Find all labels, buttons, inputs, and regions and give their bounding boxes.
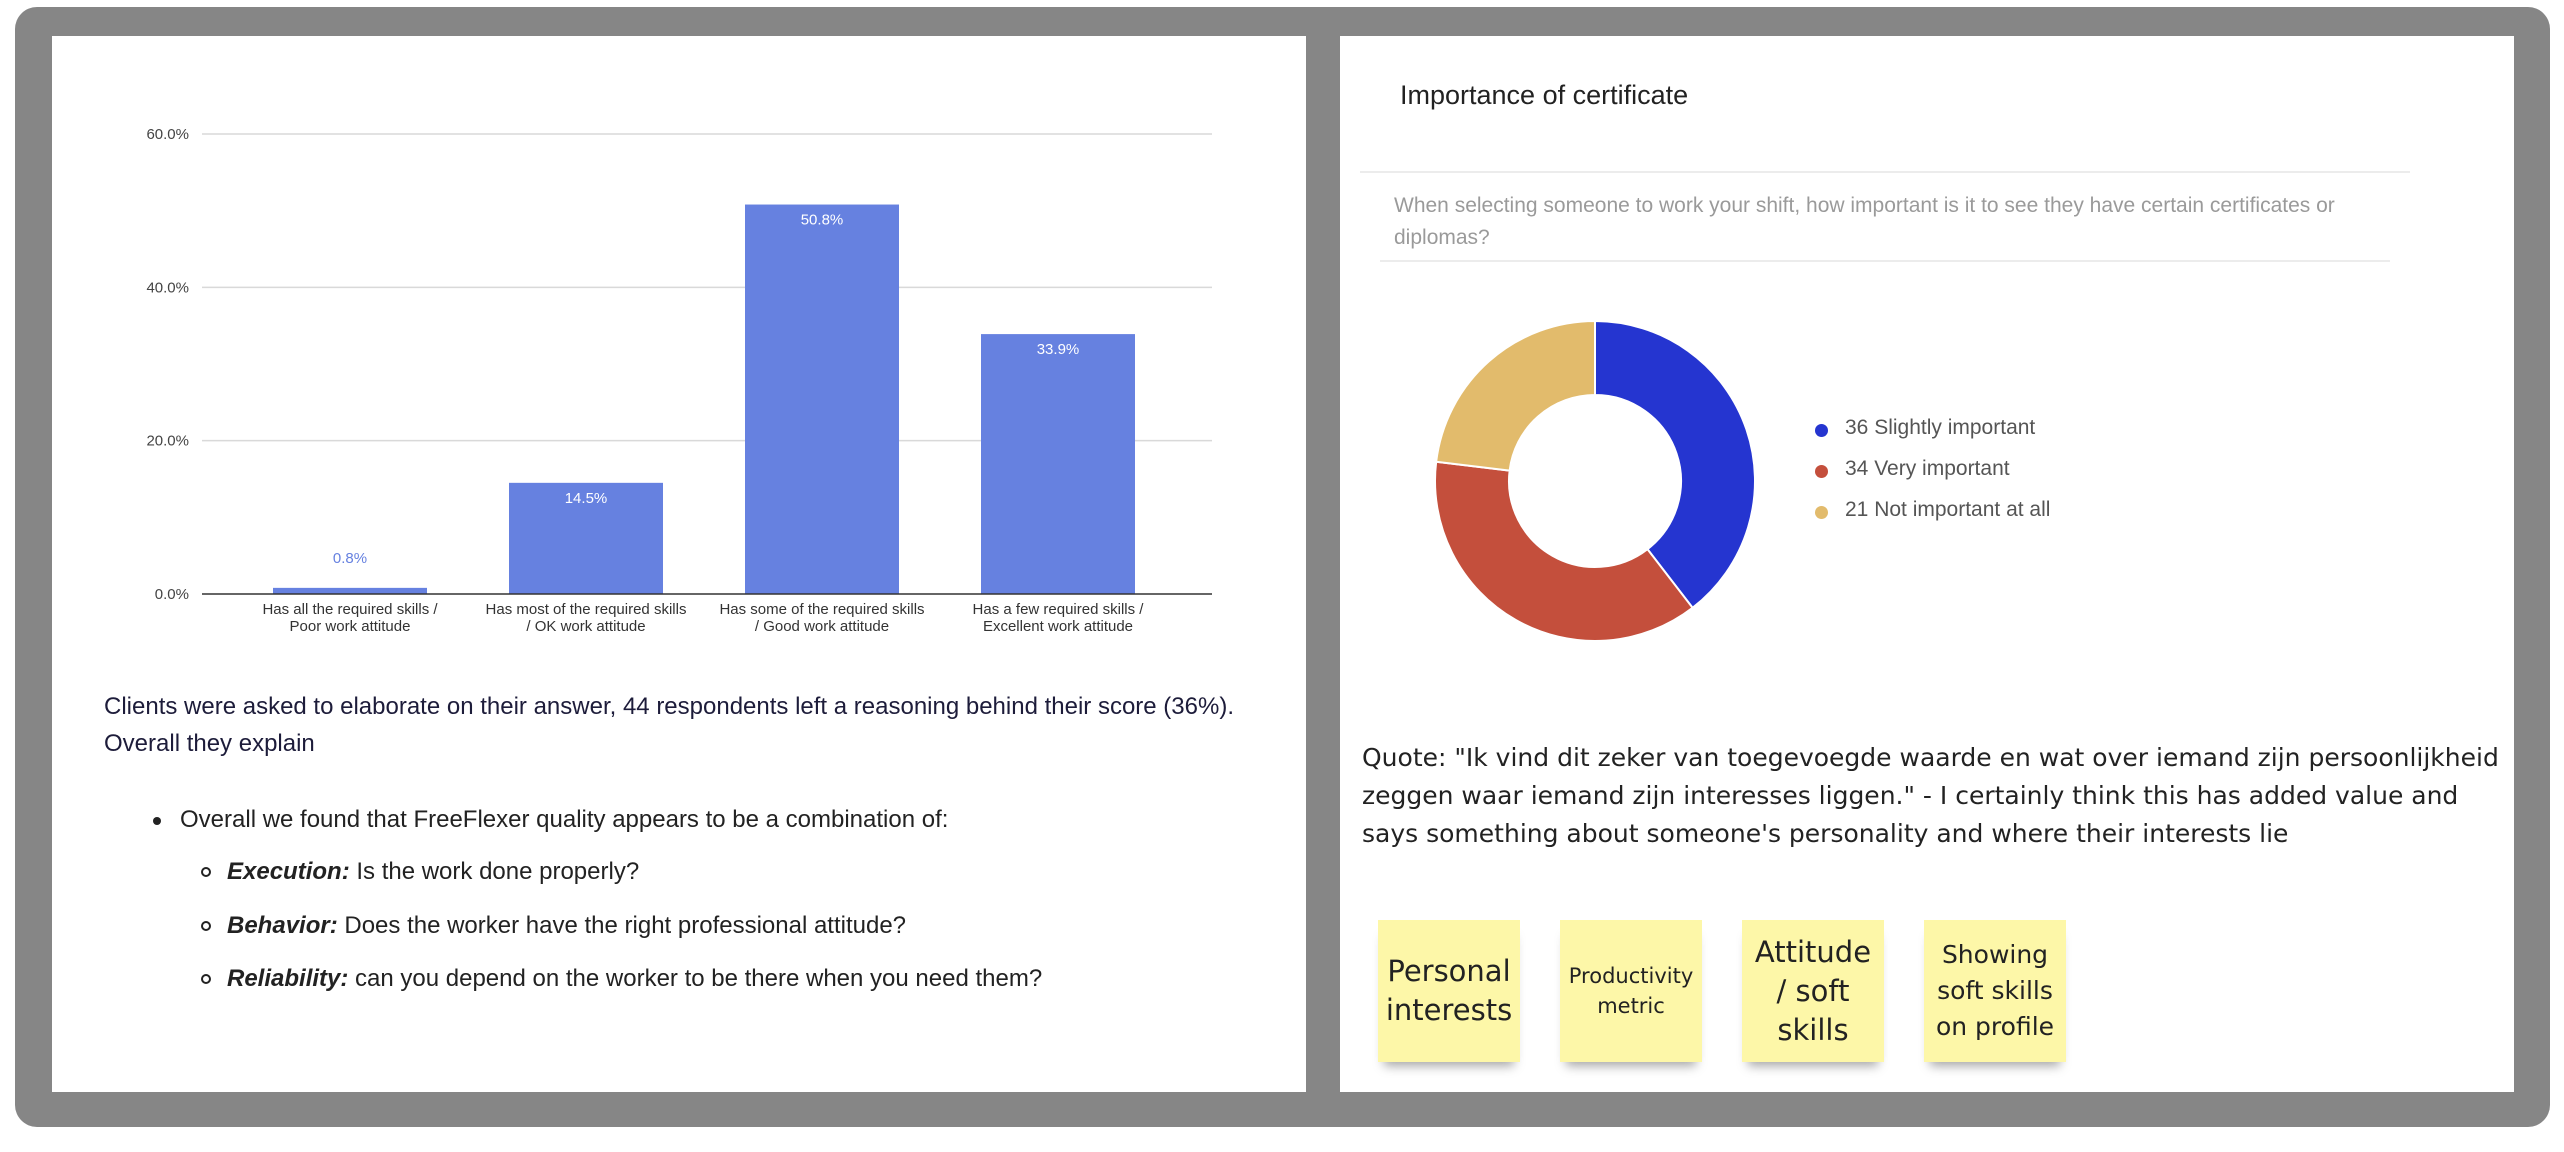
sticky-note-text: Showing soft skills on profile bbox=[1935, 940, 2055, 1041]
sub-bullet-term: Reliability: bbox=[227, 965, 349, 992]
bar bbox=[981, 334, 1135, 594]
sub-bullet-behavior: Behavior: Does the worker have the right… bbox=[200, 912, 907, 940]
pie-slice bbox=[1434, 460, 1694, 642]
legend-label: 21 Not important at all bbox=[1845, 498, 2051, 521]
bar bbox=[273, 587, 427, 594]
sub-bullet-reliability: Reliability: can you depend on the worke… bbox=[200, 965, 1043, 993]
sub-bullet-text: Does the worker have the right professio… bbox=[337, 912, 907, 939]
x-tick-label: Has most of the required skills bbox=[486, 601, 687, 618]
quote-text: Quote: "Ik vind dit zeker van toegevoegd… bbox=[1362, 743, 2499, 848]
divider bbox=[1360, 171, 2410, 173]
bar-chart: 0.0% 20.0% 40.0% 60.0% 0.8% Has all the requi… bbox=[146, 126, 1212, 635]
bullet-main: Overall we found that FreeFlexer quality… bbox=[152, 806, 949, 833]
sub-bullet-execution: Execution: Is the work done properly? bbox=[200, 858, 640, 886]
legend-item: 21 Not important at all bbox=[1815, 498, 2050, 539]
data-label: 0.8% bbox=[333, 550, 367, 567]
sticky-note-showing-soft-skills: Showing soft skills on profile bbox=[1924, 920, 2066, 1062]
x-tick-label: Has a few required skills / bbox=[973, 601, 1145, 618]
sticky-note-attitude-soft-skills: Attitude / soft skills bbox=[1742, 920, 1884, 1062]
x-tick-label: Has all the required skills / bbox=[262, 601, 438, 618]
x-tick-label: Excellent work attitude bbox=[983, 618, 1133, 635]
legend-swatch bbox=[1815, 506, 1828, 519]
bar bbox=[745, 204, 899, 595]
x-tick-label: Poor work attitude bbox=[290, 618, 411, 635]
legend-item: 36 Slightly important bbox=[1815, 416, 2050, 457]
pie-slice bbox=[1594, 319, 1756, 610]
chart-title: Importance of certificate bbox=[1400, 80, 1689, 110]
summary-paragraph: Clients were asked to elaborate on their… bbox=[104, 693, 1234, 757]
donut-chart bbox=[1434, 319, 1756, 642]
bar bbox=[509, 482, 663, 594]
legend-swatch bbox=[1815, 424, 1828, 437]
x-tick-label: / OK work attitude bbox=[526, 618, 645, 635]
divider bbox=[1380, 260, 2390, 262]
left-slide: 0.0% 20.0% 40.0% 60.0% 0.8% Has all the requi… bbox=[52, 36, 1306, 1092]
sticky-note-text: Personal interests bbox=[1385, 954, 1513, 1027]
legend-label: 36 Slightly important bbox=[1845, 416, 2036, 439]
sub-bullet-text: can you depend on the worker to be there… bbox=[348, 965, 1043, 992]
x-tick-label: / Good work attitude bbox=[755, 618, 889, 635]
data-label: 14.5% bbox=[565, 490, 608, 507]
x-tick-label: Has some of the required skills bbox=[719, 601, 924, 618]
legend-label: 34 Very important bbox=[1845, 457, 2010, 480]
y-tick-label: 40.0% bbox=[146, 279, 189, 296]
legend-item: 34 Very important bbox=[1815, 457, 2050, 498]
data-label: 50.8% bbox=[801, 212, 844, 229]
sticky-note-text: Productivity metric bbox=[1568, 964, 1694, 1018]
sticky-note-productivity-metric: Productivity metric bbox=[1560, 920, 1702, 1062]
sticky-note-text: Attitude / soft skills bbox=[1754, 934, 1872, 1047]
sub-bullet-term: Behavior: bbox=[227, 912, 338, 939]
pie-slice bbox=[1435, 319, 1596, 472]
sub-bullet-text: Is the work done properly? bbox=[349, 858, 640, 885]
chart-legend: 36 Slightly important 34 Very important 21… bbox=[1815, 416, 2050, 539]
data-label: 33.9% bbox=[1037, 341, 1080, 358]
legend-swatch bbox=[1815, 465, 1828, 478]
survey-question: When selecting someone to work your shif… bbox=[1394, 194, 2335, 249]
y-tick-label: 20.0% bbox=[146, 433, 189, 450]
right-slide: Importance of certificate When selecting… bbox=[1340, 36, 2514, 1092]
y-tick-label: 60.0% bbox=[146, 126, 189, 143]
sticky-note-personal-interests: Personal interests bbox=[1378, 920, 1520, 1062]
y-tick-label: 0.0% bbox=[155, 586, 189, 603]
sub-bullet-term: Execution: bbox=[227, 858, 350, 885]
